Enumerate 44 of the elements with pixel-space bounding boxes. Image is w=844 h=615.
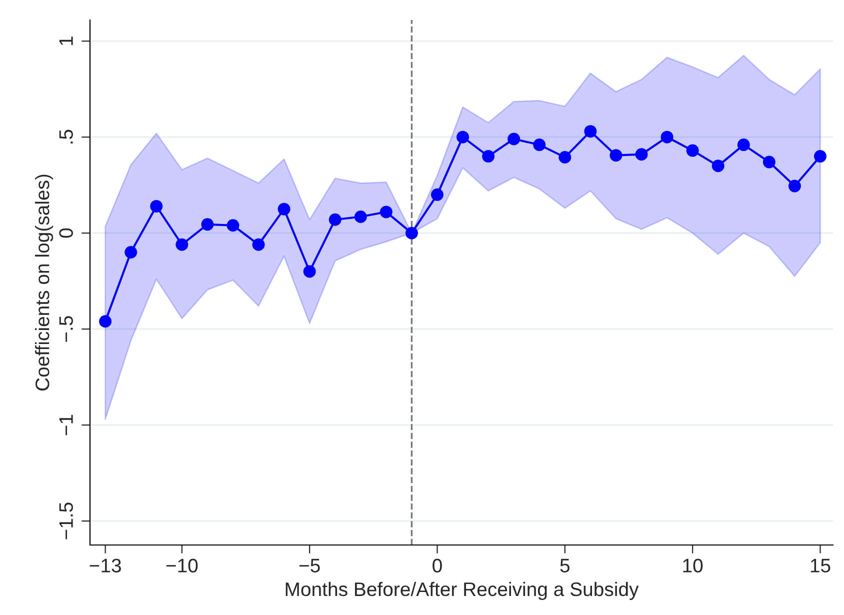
point [124, 246, 138, 259]
x-tick-label: 10 [683, 558, 703, 572]
x-axis-title: Months Before/After Receiving a Subsidy [286, 582, 639, 600]
point [737, 138, 750, 152]
point [430, 188, 444, 201]
point [482, 150, 495, 163]
point [380, 206, 392, 218]
point [150, 200, 163, 212]
point [686, 144, 699, 157]
point [635, 148, 648, 161]
point [788, 180, 801, 192]
point [660, 130, 674, 144]
x-tick-label: −5 [299, 558, 320, 572]
point [201, 218, 214, 231]
x-tick-label: −10 [166, 558, 198, 572]
point [278, 202, 290, 216]
point [762, 156, 776, 168]
point [226, 219, 240, 232]
point [99, 315, 112, 328]
y-axis-title: Coefficients on log(sales) [35, 174, 54, 390]
point [456, 130, 470, 144]
y-tick-label: 1 [59, 36, 73, 46]
point [252, 238, 265, 251]
point [176, 238, 188, 251]
point [584, 125, 597, 138]
point [405, 226, 418, 240]
y-tick-label: −1 [59, 414, 73, 436]
point [328, 213, 342, 226]
x-tick-label: 5 [560, 558, 570, 572]
x-tick-label: −13 [90, 558, 121, 572]
point [508, 132, 520, 146]
y-tick-label: −1.5 [59, 502, 73, 540]
point [533, 138, 546, 152]
y-tick-label: 0 [59, 228, 73, 238]
y-tick-label: .5 [59, 130, 73, 144]
point [303, 265, 316, 278]
point [354, 210, 367, 224]
point [814, 150, 826, 163]
point [558, 151, 572, 164]
point [610, 149, 622, 162]
x-tick-label: 0 [432, 558, 442, 572]
x-tick-label: 15 [810, 558, 830, 572]
point [712, 160, 724, 172]
y-tick-label: −.5 [59, 316, 73, 342]
